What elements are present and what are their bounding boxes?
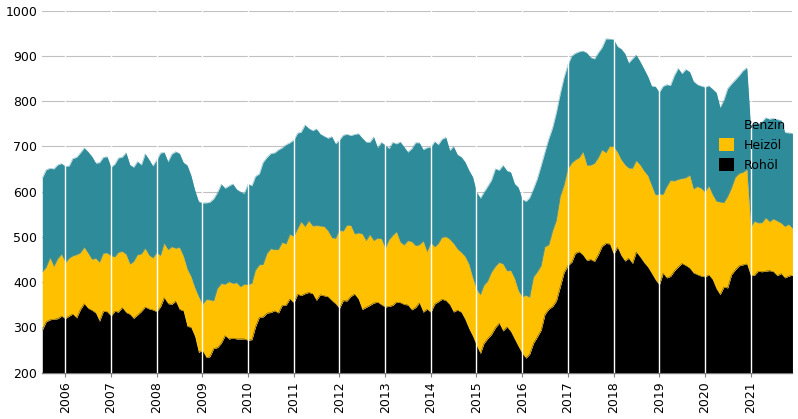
- Legend: Benzin, Heizöl, Rohöl: Benzin, Heizöl, Rohöl: [719, 118, 786, 171]
